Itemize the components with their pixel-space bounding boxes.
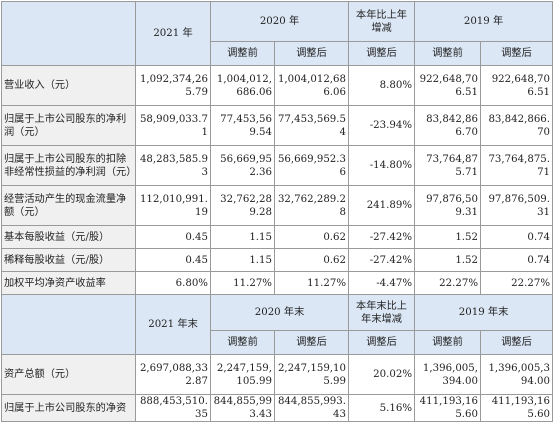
row-label: 加权平均净资产收益率: [1, 271, 136, 295]
value-cell: 411,193,165.60: [414, 394, 482, 422]
table-row: 营业收入（元） 1,092,374,265.79 1,004,012,686.0…: [1, 65, 554, 106]
header-2020-end-before: 调整前: [210, 330, 275, 355]
value-cell: 0.74: [480, 248, 554, 272]
value-cell: 58,909,033.71: [135, 105, 211, 146]
value-cell: 844,855,993.43: [210, 394, 275, 422]
value-cell: 112,010,991.19: [135, 185, 211, 226]
header-2019-before: 调整前: [414, 41, 482, 66]
table-row: 稀释每股收益（元/股） 0.45 1.15 0.62 -27.42% 1.52 …: [1, 248, 554, 272]
value-cell: 2,697,088,332.87: [135, 354, 211, 395]
value-cell: 48,283,585.93: [135, 145, 211, 186]
header-corner-2: [1, 294, 136, 355]
row-label: 归属于上市公司股东的扣除非经常性损益的净利润（元）: [1, 145, 136, 186]
value-cell: 83,842,866.70: [480, 105, 554, 146]
header-2021: 2021 年: [135, 1, 211, 66]
value-cell: 11.27%: [273, 271, 350, 295]
value-cell: -4.47%: [348, 271, 416, 295]
value-cell: 0.45: [135, 225, 211, 249]
value-cell: 32,762,289.28: [273, 185, 350, 226]
header-2019-after: 调整后: [480, 41, 554, 66]
header-2020-after: 调整后: [273, 41, 350, 66]
value-cell: 22.27%: [414, 271, 482, 295]
header-2019-end-after: 调整后: [480, 330, 554, 355]
value-cell: 241.89%: [348, 185, 416, 226]
value-cell: 1.52: [414, 248, 482, 272]
value-cell: 1,004,012,686.06: [273, 65, 350, 106]
header-2019-end: 2019 年末: [414, 294, 554, 331]
row-label: 资产总额（元）: [1, 354, 136, 395]
header-2019: 2019 年: [414, 1, 554, 42]
value-cell: 1.52: [414, 225, 482, 249]
value-cell: 0.74: [480, 225, 554, 249]
value-cell: -14.80%: [348, 145, 416, 186]
value-cell: 97,876,509.31: [480, 185, 554, 226]
header-change: 本年比上年增减: [348, 1, 416, 42]
table-row: 归属于上市公司股东的扣除非经常性损益的净利润（元） 48,283,585.93 …: [1, 145, 554, 186]
value-cell: 32,762,289.28: [210, 185, 275, 226]
row-label: 基本每股收益（元/股）: [1, 225, 136, 249]
value-cell: 83,842,866.70: [414, 105, 482, 146]
header-2020-end: 2020 年末: [209, 294, 350, 331]
value-cell: 5.16%: [348, 394, 416, 422]
header-2021-end: 2021 年末: [135, 294, 211, 355]
header-change-after: 调整后: [348, 41, 416, 66]
value-cell: 56,669,952.36: [273, 145, 350, 186]
financial-data-table: 2021 年 2020 年 本年比上年增减 2019 年 调整前 调整后 调整后…: [1, 1, 554, 422]
value-cell: 844,855,993.43: [273, 394, 350, 422]
value-cell: 0.45: [135, 248, 211, 272]
value-cell: 1,396,005,394.00: [480, 354, 554, 395]
value-cell: 922,648,706.51: [414, 65, 482, 106]
header-2020-before: 调整前: [210, 41, 275, 66]
value-cell: 1.15: [210, 225, 275, 249]
value-cell: 77,453,569.54: [210, 105, 275, 146]
value-cell: 6.80%: [135, 271, 211, 295]
value-cell: 1,092,374,265.79: [135, 65, 211, 106]
header-change-end: 本年末比上年末增减: [348, 294, 416, 331]
value-cell: -23.94%: [348, 105, 416, 146]
header-change-end-after: 调整后: [348, 330, 416, 355]
header-2020: 2020 年: [209, 1, 350, 42]
value-cell: -27.42%: [348, 225, 416, 249]
header-corner: [1, 1, 136, 66]
value-cell: 20.02%: [348, 354, 416, 395]
table-row: 资产总额（元） 2,697,088,332.87 2,247,159,105.9…: [1, 354, 554, 395]
value-cell: 922,648,706.51: [480, 65, 554, 106]
row-label: 经营活动产生的现金流量净额（元）: [1, 185, 136, 226]
row-label: 营业收入（元）: [1, 65, 136, 106]
value-cell: 77,453,569.54: [273, 105, 350, 146]
header-2020-end-after: 调整后: [273, 330, 350, 355]
value-cell: 97,876,509.31: [414, 185, 482, 226]
table-row: 归属于上市公司股东的净资 888,453,510.35 844,855,993.…: [1, 394, 554, 422]
value-cell: 73,764,875.71: [480, 145, 554, 186]
value-cell: 1,004,012,686.06: [210, 65, 275, 106]
value-cell: 888,453,510.35: [135, 394, 211, 422]
value-cell: -27.42%: [348, 248, 416, 272]
row-label: 稀释每股收益（元/股）: [1, 248, 136, 272]
table-row: 归属于上市公司股东的净利润（元） 58,909,033.71 77,453,56…: [1, 105, 554, 146]
row-label: 归属于上市公司股东的净利润（元）: [1, 105, 136, 146]
value-cell: 8.80%: [348, 65, 416, 106]
header-2019-end-before: 调整前: [414, 330, 482, 355]
value-cell: 56,669,952.36: [210, 145, 275, 186]
value-cell: 1.15: [210, 248, 275, 272]
value-cell: 0.62: [273, 225, 350, 249]
value-cell: 411,193,165.60: [480, 394, 554, 422]
row-label: 归属于上市公司股东的净资: [1, 394, 136, 422]
table-row: 加权平均净资产收益率 6.80% 11.27% 11.27% -4.47% 22…: [1, 271, 554, 295]
value-cell: 2,247,159,105.99: [273, 354, 350, 395]
value-cell: 1,396,005,394.00: [414, 354, 482, 395]
value-cell: 22.27%: [480, 271, 554, 295]
value-cell: 73,764,875.71: [414, 145, 482, 186]
value-cell: 2,247,159,105.99: [210, 354, 275, 395]
table-row: 经营活动产生的现金流量净额（元） 112,010,991.19 32,762,2…: [1, 185, 554, 226]
value-cell: 0.62: [273, 248, 350, 272]
value-cell: 11.27%: [210, 271, 275, 295]
table-row: 基本每股收益（元/股） 0.45 1.15 0.62 -27.42% 1.52 …: [1, 225, 554, 249]
